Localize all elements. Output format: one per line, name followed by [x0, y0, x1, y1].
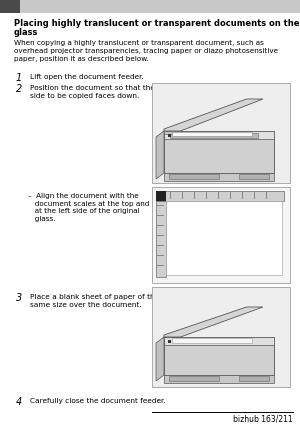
Text: 1: 1: [16, 73, 22, 83]
Text: When copying a highly translucent or transparent document, such as
overhead proj: When copying a highly translucent or tra…: [14, 40, 278, 62]
Text: –  Align the document with the
   document scales at the top and
   at the left : – Align the document with the document s…: [28, 193, 149, 222]
Text: 4: 4: [16, 397, 22, 407]
Text: Placing highly translucent or transparent documents on the original: Placing highly translucent or transparen…: [14, 19, 300, 28]
Text: 4: 4: [7, 2, 14, 11]
Text: bizhub 163/211: bizhub 163/211: [233, 414, 293, 423]
Text: Lift open the document feeder.: Lift open the document feeder.: [30, 74, 144, 80]
Text: Position the document so that the
side to be copied faces down.: Position the document so that the side t…: [30, 85, 155, 99]
Text: glass: glass: [14, 28, 38, 37]
Text: Before making copies: Before making copies: [213, 2, 296, 11]
Text: 2: 2: [16, 84, 22, 94]
Text: 3: 3: [16, 293, 22, 303]
Text: Carefully close the document feeder.: Carefully close the document feeder.: [30, 398, 166, 404]
Text: Place a blank sheet of paper of the
same size over the document.: Place a blank sheet of paper of the same…: [30, 294, 159, 308]
